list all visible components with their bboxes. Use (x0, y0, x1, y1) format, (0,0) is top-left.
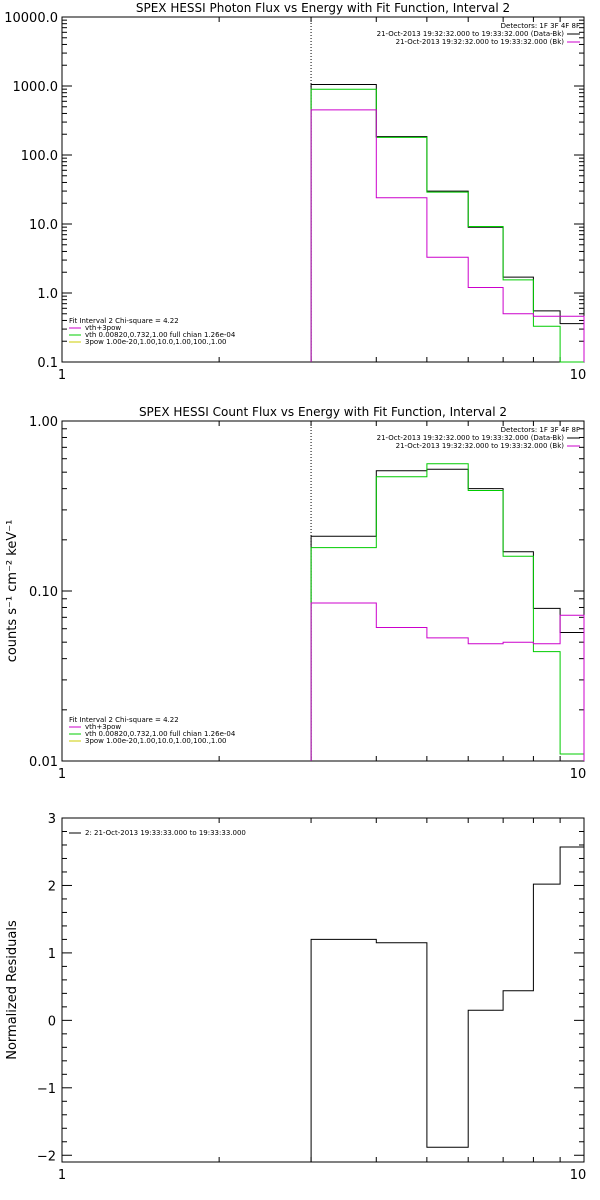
axes-frame (61, 16, 585, 363)
legend-detectors: Detectors: 1F 3F 4F 8F (501, 426, 580, 434)
chart-panel-3: 1 10 −2 −1 0 1 2 3 Normalized Residuals 2: 21-Oct… (5, 812, 586, 1183)
legend-entry: 21-Oct-2013 19:32:32.000 to 19:33:32.000… (377, 30, 565, 38)
legend-entry: 3pow 1.00e-20,1.00,10.0,1.00,100.,1.00 (85, 338, 227, 346)
legend-entry: vth 0.00820,0.732,1.00 full chian 1.26e-… (85, 730, 236, 738)
series-1-step-line (310, 468, 585, 761)
y-tick-label: 0.10 (29, 585, 58, 600)
y-tick-label: 1000.0 (13, 80, 59, 95)
y-tick-label: 10.0 (29, 218, 58, 233)
y-tick-label: 0.01 (29, 755, 58, 770)
series-1-step-line (310, 84, 585, 362)
y-tick-label: 100.0 (21, 149, 58, 164)
legend-entry: 21-Oct-2013 19:32:32.000 to 19:33:32.000… (396, 38, 565, 46)
legend-entry: vth+3pow (85, 723, 121, 731)
y-tick-label: 2 (48, 879, 56, 894)
series-2-step-line (310, 88, 584, 363)
y-tick-label: 10000.0 (4, 11, 58, 26)
y-tick-label: −2 (37, 1149, 56, 1164)
legend-fit-header: Fit Interval 2 Chi-square = 4.22 (69, 317, 179, 325)
y-tick-label: −1 (37, 1082, 56, 1097)
axes-frame (61, 817, 585, 1163)
x-tick-label: 1 (58, 1168, 66, 1183)
axes-frame (61, 420, 585, 762)
legend-entry: 3pow 1.00e-20,1.00,10.0,1.00,100.,1.00 (85, 737, 227, 745)
x-tick-label: 10 (570, 1168, 587, 1183)
y-tick-label: 1 (48, 947, 56, 962)
legend-entry: 21-Oct-2013 19:32:32.000 to 19:33:32.000… (396, 442, 565, 450)
series-3-step-line (310, 602, 585, 761)
y-tick-label: 0 (48, 1014, 56, 1029)
legend-entry: 2: 21-Oct-2013 19:33:33.000 to 19:33:33.… (85, 829, 246, 837)
x-tick-label: 1 (58, 368, 66, 383)
chart-title: SPEX HESSI Photon Flux vs Energy with Fi… (136, 1, 510, 15)
series-3-step-line (310, 109, 585, 362)
chart-panel-2: SPEX HESSI Count Flux vs Energy with Fit… (5, 405, 586, 782)
legend-entry: vth 0.00820,0.732,1.00 full chian 1.26e-… (85, 331, 236, 339)
series-2-step-line (310, 463, 585, 761)
y-axis-label: Normalized Residuals (5, 920, 20, 1060)
x-tick-label: 10 (570, 767, 587, 782)
y-axis-label: counts s⁻¹ cm⁻² keV⁻¹ (5, 520, 20, 663)
y-tick-label: 0.1 (37, 356, 58, 371)
y-tick-label: 3 (48, 812, 56, 827)
chart-panel-1: SPEX HESSI Photon Flux vs Energy with Fi… (4, 1, 586, 383)
chart-title: SPEX HESSI Count Flux vs Energy with Fit… (139, 405, 507, 419)
legend-entry: vth+3pow (85, 324, 121, 332)
x-tick-label: 10 (570, 368, 587, 383)
y-tick-label: 1.00 (29, 415, 58, 430)
y-tick-label: 1.0 (37, 287, 58, 302)
x-tick-label: 1 (58, 767, 66, 782)
series-1-step-line (310, 846, 585, 1162)
legend-entry: 21-Oct-2013 19:32:32.000 to 19:33:32.000… (377, 434, 565, 442)
legend-detectors: Detectors: 1F 3F 4F 8F (501, 22, 580, 30)
legend-fit-header: Fit Interval 2 Chi-square = 4.22 (69, 716, 179, 724)
